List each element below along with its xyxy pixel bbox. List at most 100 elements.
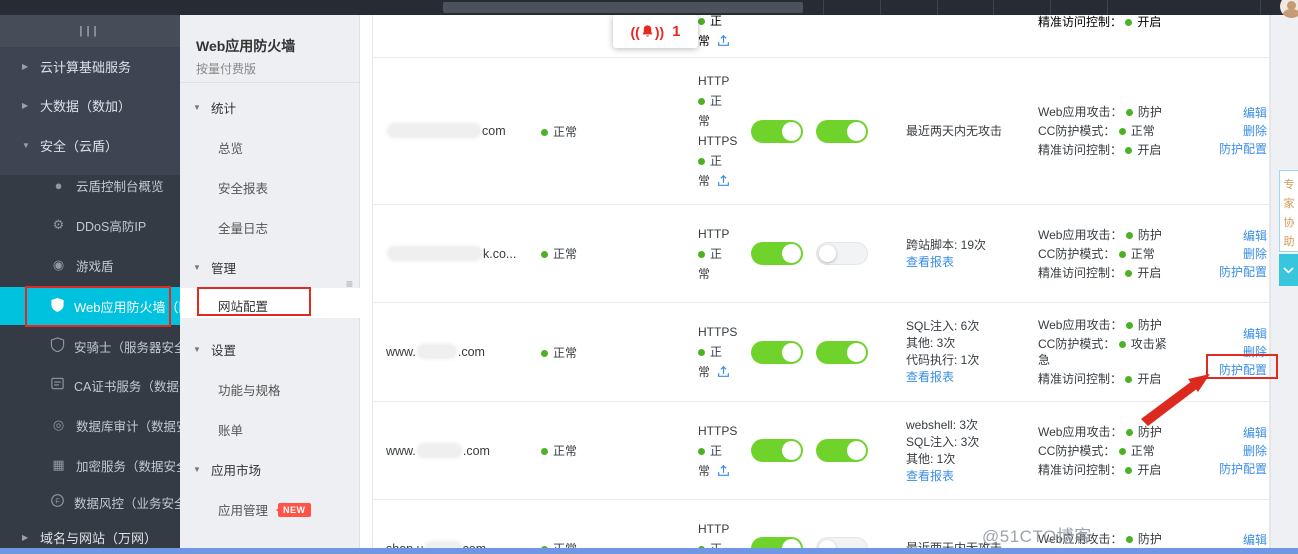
protocol-cell: HTTPS 正常 (691, 421, 749, 481)
sidebar-collapse-handle[interactable]: ||| (0, 15, 180, 47)
menu-section-1[interactable]: ▼ 统计 (193, 102, 237, 116)
status-dot (698, 250, 705, 258)
main-content: (( )) 1 正常 精准访问控制： 开启 com 正常 HTTP 正常 HTTPS 正常… (360, 15, 1298, 554)
action-delete-link[interactable]: 删除 (1242, 246, 1267, 261)
upload-certificate-icon[interactable] (717, 365, 730, 378)
toggle-on[interactable] (816, 119, 868, 143)
domain-cell: www. .com (386, 443, 490, 458)
sidebar-item-5[interactable]: 安骑士（服务器安全） (50, 336, 199, 356)
topbar-divider (823, 0, 824, 15)
chevron-down-icon: ▼ (193, 103, 201, 112)
expert-assist-toggle-button[interactable] (1279, 254, 1298, 286)
topbar-divider (993, 0, 994, 15)
status-dot (698, 447, 705, 455)
menu-section-2[interactable]: ▼ 管理 (193, 262, 237, 276)
action-delete-link[interactable]: 删除 (1242, 124, 1267, 138)
status-dot (1125, 376, 1133, 384)
bottom-edge-strip (0, 548, 1298, 554)
protection-cell: Web应用攻击： 防护 CC防护模式： 正常 精准访问控制： 开启 (1036, 224, 1214, 284)
protection-cell: Web应用攻击： 防护 CC防护模式： 正常 精准访问控制： 开启 (1036, 421, 1214, 481)
toggle-on[interactable] (751, 242, 803, 265)
topbar-divider (1107, 0, 1108, 15)
action-delete-link[interactable]: 删除 (1242, 443, 1267, 458)
upload-certificate-icon[interactable] (717, 174, 730, 187)
protocol-cell: HTTPS 正常 (691, 322, 749, 382)
menu-item[interactable]: 总览 (218, 142, 244, 156)
protocol-label: HTTP (698, 74, 730, 88)
menu-item[interactable]: 全量日志 (218, 222, 269, 236)
censored-domain (388, 246, 481, 260)
status-dot (1118, 250, 1126, 258)
sidebar-group-domains[interactable]: ▶ 域名与网站（万网） (22, 531, 158, 546)
upload-certificate-icon[interactable] (717, 34, 730, 47)
new-badge: NEW (276, 502, 311, 517)
site-status-cell: 正常 (536, 442, 691, 459)
status-dot (541, 251, 548, 259)
toggle-on[interactable] (751, 439, 803, 462)
expert-assist-widget[interactable]: 专家协助 (1279, 170, 1298, 252)
menu-item[interactable]: 账单 (218, 424, 244, 438)
sidebar-item-2[interactable]: ⚙ DDoS高防IP (50, 215, 146, 235)
status-dot (1125, 147, 1133, 155)
view-report-link[interactable]: 查看报表 (906, 468, 955, 483)
attack-stat: 跨站脚本: 19次 (906, 237, 987, 252)
search-input[interactable] (443, 2, 803, 13)
sidebar-item-8[interactable]: ▦ 加密服务（数据安全） (50, 455, 201, 475)
toggle-on[interactable] (751, 340, 803, 364)
status-dot (698, 349, 705, 357)
sidebar-group-3[interactable]: ▼ 安全（云盾） (22, 139, 119, 154)
status-dot (698, 158, 705, 166)
protection-status-line: CC防护模式： 正常 (1038, 443, 1155, 458)
menu-section-4[interactable]: ▼ 应用市场 (193, 464, 262, 478)
action-edit-link[interactable]: 编辑 (1242, 327, 1267, 341)
action-edit-link[interactable]: 编辑 (1242, 532, 1267, 547)
table-rows: com 正常 HTTP 正常 HTTPS 正常 最近两天内无攻击 Web应用攻击： 防护 CC… (373, 58, 1269, 554)
topbar-divider (937, 0, 938, 15)
sidebar-item-9[interactable]: F 数据风控（业务安全） (50, 492, 199, 512)
chevron-down-icon: ▼ (193, 345, 201, 354)
action-protection-config-link[interactable]: 防护配置 (1218, 363, 1267, 377)
alarm-notification-badge[interactable]: (( )) 1 (613, 15, 698, 48)
encryption-icon: ▦ (52, 457, 65, 472)
upload-certificate-icon[interactable] (717, 464, 730, 477)
sidebar-group-1[interactable]: ▶ 云计算基础服务 (22, 60, 132, 75)
toggle-on[interactable] (751, 119, 803, 143)
certificate-icon (50, 376, 74, 394)
action-edit-link[interactable]: 编辑 (1242, 106, 1267, 120)
action-edit-link[interactable]: 编辑 (1242, 228, 1267, 243)
status-dot (1125, 466, 1133, 474)
sidebar-item-3[interactable]: ◉ 游戏盾 (50, 255, 114, 275)
menu-item[interactable]: 安全报表 (218, 182, 269, 196)
action-delete-link[interactable]: 删除 (1242, 345, 1267, 359)
toggle-off[interactable] (816, 242, 868, 265)
database-audit-icon: ◎ (52, 417, 65, 432)
menu-item[interactable]: 功能与规格 (218, 384, 281, 398)
menu-item-active[interactable]: 网站配置 (180, 288, 360, 318)
action-protection-config-link[interactable]: 防护配置 (1218, 461, 1267, 476)
sidebar-item-7[interactable]: ◎ 数据库审计（数据安... (50, 415, 199, 435)
attack-stat: 其他: 1次 (906, 451, 956, 466)
status-dot (698, 98, 705, 106)
action-edit-link[interactable]: 编辑 (1242, 425, 1267, 440)
view-report-link[interactable]: 查看报表 (906, 254, 955, 269)
sidebar-group-2[interactable]: ▶ 大数据（数加） (22, 99, 132, 114)
menu-section-3[interactable]: ▼ 设置 (193, 344, 237, 358)
action-protection-config-link[interactable]: 防护配置 (1218, 142, 1267, 156)
panel-collapse-icon[interactable]: ≡ (346, 277, 354, 291)
user-avatar[interactable] (1280, 0, 1298, 18)
bell-icon (642, 25, 653, 37)
domain-cell: www. .com (386, 345, 485, 359)
action-protection-config-link[interactable]: 防护配置 (1218, 264, 1267, 279)
attack-stat: SQL注入: 6次 (906, 319, 980, 333)
sidebar-item-6[interactable]: CA证书服务（数据安... (50, 375, 202, 395)
alarm-icon: )) (654, 23, 665, 40)
view-report-link[interactable]: 查看报表 (906, 370, 955, 384)
sidebar-item-1[interactable]: ● 云盾控制台概览 (50, 175, 164, 195)
chevron-right-icon: ▶ (22, 62, 29, 71)
menu-item[interactable]: 应用管理 NEW (218, 500, 311, 519)
sidebar-item-4-active[interactable]: Web应用防火墙（网... (0, 287, 202, 325)
toggle-on[interactable] (816, 439, 868, 462)
toggle-on[interactable] (816, 340, 868, 364)
status-dot (541, 349, 548, 357)
protection-status-line: Web应用攻击： 防护 (1038, 227, 1162, 242)
